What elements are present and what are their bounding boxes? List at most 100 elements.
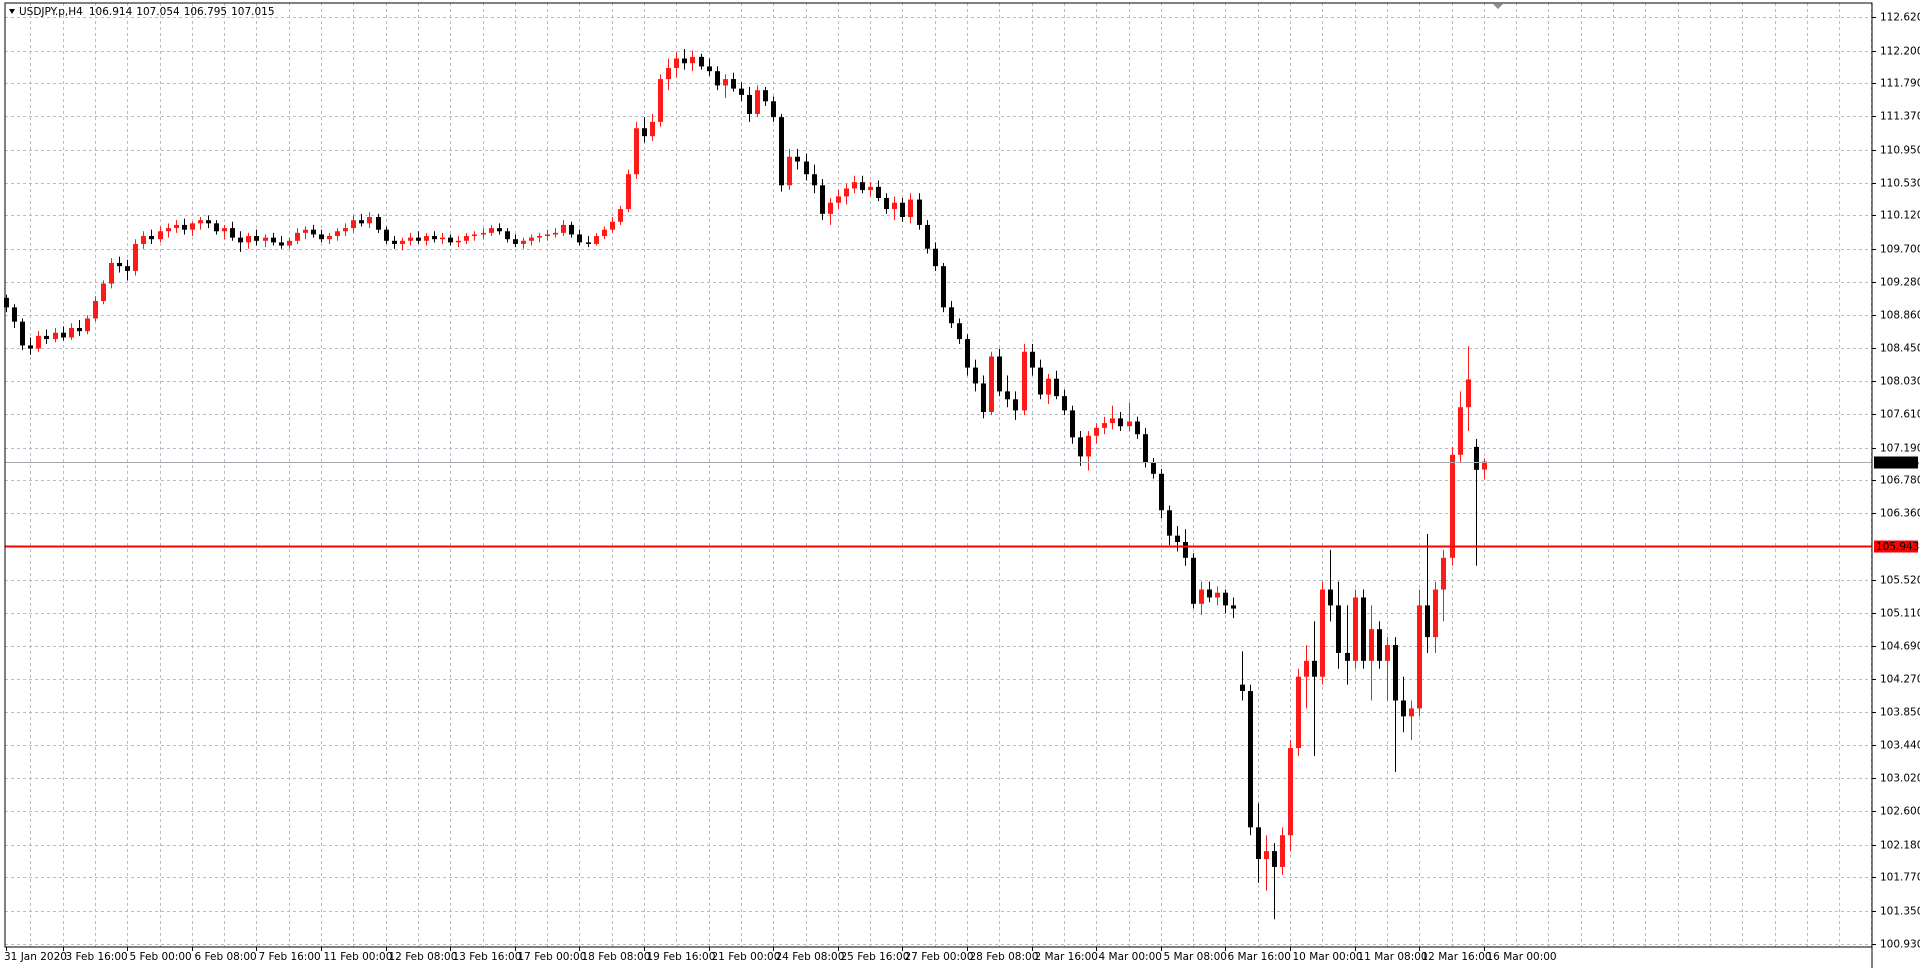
candle-body <box>1280 835 1285 867</box>
candle-body <box>1159 473 1164 511</box>
bid-line-label: 107.015 <box>1876 457 1919 469</box>
candle-body <box>1466 379 1471 408</box>
x-tick-label: 12 Mar 16:00 <box>1422 951 1492 963</box>
candle-body <box>400 240 405 244</box>
y-tick-label: 110.950 <box>1880 145 1920 157</box>
candle-body <box>109 262 114 284</box>
candle-body <box>93 301 98 319</box>
y-tick-label: 111.790 <box>1880 78 1920 90</box>
candle-body <box>917 199 922 225</box>
candle-body <box>634 128 639 175</box>
candle-body <box>1110 418 1115 424</box>
close-value: 107.015 <box>231 6 274 18</box>
candle-body <box>1240 684 1245 691</box>
x-tick-label: 6 Feb 08:00 <box>195 951 257 963</box>
candle-body <box>182 224 187 230</box>
candle-body <box>1256 827 1261 860</box>
candle-body <box>464 236 469 241</box>
x-tick-label: 16 Mar 00:00 <box>1487 951 1557 963</box>
low-value: 106.795 <box>184 6 227 18</box>
candle-body <box>206 220 211 224</box>
candle-body <box>553 232 558 235</box>
candle-body <box>900 202 905 218</box>
y-tick-label: 108.450 <box>1880 343 1920 355</box>
candle-body <box>497 228 502 232</box>
candle-body <box>1385 645 1390 661</box>
candle-body <box>1248 690 1253 828</box>
candle-body <box>1175 535 1180 542</box>
grid <box>5 3 1872 947</box>
candle-body <box>230 228 235 238</box>
candle-body <box>1433 589 1438 638</box>
candle-body <box>1328 589 1333 606</box>
candle-body <box>1070 410 1075 438</box>
candle-body <box>117 262 122 267</box>
candle-body <box>1393 645 1398 701</box>
candle-body <box>61 332 66 338</box>
x-tick-label: 7 Feb 16:00 <box>259 951 321 963</box>
candle-body <box>1038 367 1043 395</box>
candle-body <box>1450 454 1455 558</box>
y-tick-label: 104.270 <box>1880 674 1920 686</box>
x-tick-label: 19 Feb 16:00 <box>647 951 716 963</box>
candle-body <box>682 58 687 64</box>
candle-body <box>416 237 421 241</box>
candle-body <box>836 196 841 203</box>
candle-body <box>53 332 58 340</box>
candle-body <box>311 229 316 235</box>
candle-body <box>852 182 857 189</box>
y-tick-label: 108.030 <box>1880 376 1920 388</box>
candle-body <box>626 174 631 210</box>
candle-body <box>222 228 227 232</box>
candle-body <box>650 121 655 137</box>
x-tick-label: 12 Feb 08:00 <box>389 951 458 963</box>
candle-body <box>489 228 494 233</box>
y-tick-label: 111.370 <box>1880 111 1920 123</box>
candle-body <box>505 231 510 240</box>
y-tick-label: 103.020 <box>1880 773 1920 785</box>
candle-body <box>876 186 881 198</box>
candle-body <box>1425 605 1430 638</box>
candle-body <box>989 356 994 412</box>
candle-body <box>1013 399 1018 411</box>
y-tick-label: 103.850 <box>1880 707 1920 719</box>
candle-body <box>1441 557 1446 590</box>
candle-body <box>133 243 138 271</box>
candle-body <box>351 220 356 229</box>
candle-body <box>965 339 970 368</box>
candle-body <box>779 117 784 186</box>
candle-body <box>981 383 986 412</box>
y-tick-label: 103.440 <box>1880 740 1920 752</box>
candle-body <box>198 220 203 224</box>
y-tick-label: 109.700 <box>1880 244 1920 256</box>
candle-body <box>295 232 300 241</box>
candle-body <box>1167 510 1172 536</box>
candle-body <box>1030 351 1035 368</box>
candle-body <box>1199 589 1204 604</box>
candle-body <box>1361 597 1366 661</box>
candle-body <box>674 58 679 68</box>
candle-body <box>319 234 324 240</box>
candle-body <box>1223 592 1228 606</box>
x-tick-label: 13 Feb 16:00 <box>453 951 522 963</box>
candle-body <box>271 237 276 243</box>
open-value: 106.914 <box>89 6 133 18</box>
candle-body <box>658 79 663 122</box>
candle-body <box>408 237 413 241</box>
candle-body <box>279 242 284 246</box>
candle-body <box>973 367 978 384</box>
x-tick-label: 17 Feb 00:00 <box>518 951 587 963</box>
candle-body <box>1264 851 1269 860</box>
candle-body <box>795 156 800 162</box>
candle-body <box>85 318 90 332</box>
candle-body <box>997 356 1002 392</box>
candle-body <box>214 223 219 232</box>
x-tick-label: 4 Mar 00:00 <box>1099 951 1162 963</box>
x-tick-label: 2 Mar 16:00 <box>1035 951 1098 963</box>
candle-body <box>1231 605 1236 609</box>
y-tick-label: 112.200 <box>1880 46 1920 58</box>
high-value: 107.054 <box>136 6 180 18</box>
candle-body <box>238 237 243 243</box>
candle-body <box>569 224 574 235</box>
